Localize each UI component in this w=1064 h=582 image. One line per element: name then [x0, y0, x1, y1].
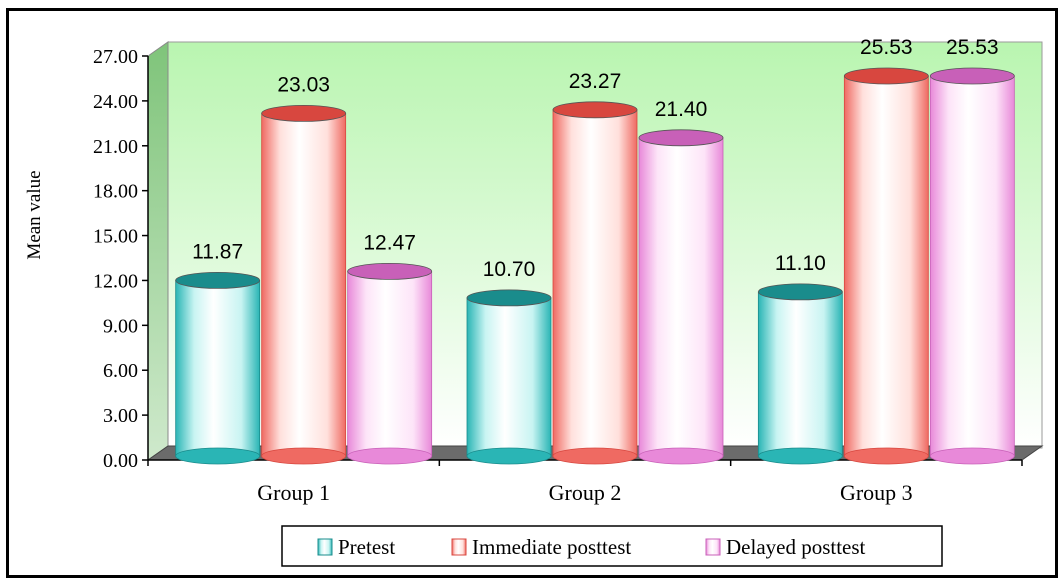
- x-tick-label: Group 1: [257, 480, 330, 505]
- bar-base: [757, 447, 843, 465]
- y-tick-label: 3.00: [103, 405, 138, 427]
- legend-label: Pretest: [338, 535, 395, 559]
- y-tick-label: 18.00: [93, 181, 138, 203]
- bar: [466, 297, 552, 457]
- bar-top: [261, 105, 347, 122]
- bar-base: [261, 447, 347, 465]
- bar: [347, 271, 433, 457]
- data-label: 21.40: [655, 98, 708, 121]
- axes: 0.00 3.00 6.00 9.00 12.00 15.00 18.00 21.00 24.0…: [24, 46, 1023, 505]
- bar: [843, 75, 929, 457]
- legend-label: Delayed posttest: [726, 535, 866, 559]
- y-tick-label: 15.00: [93, 226, 138, 248]
- legend-swatch: [705, 538, 721, 556]
- bar-base: [638, 447, 724, 465]
- bar-top: [552, 101, 638, 119]
- data-label: 25.53: [946, 36, 999, 59]
- data-label: 23.03: [277, 73, 330, 96]
- bar-top: [929, 67, 1015, 85]
- legend-swatch: [317, 538, 333, 556]
- y-tick-label: 24.00: [93, 91, 138, 113]
- y-tick-label: 9.00: [103, 315, 138, 337]
- x-tick-label: Group 2: [549, 480, 622, 505]
- y-tick-label: 6.00: [103, 360, 138, 382]
- bar: [757, 291, 843, 457]
- y-tick-label: 27.00: [93, 46, 138, 68]
- y-tick-label: 12.00: [93, 270, 138, 292]
- x-tick-label: Group 3: [840, 480, 913, 505]
- data-label: 11.10: [775, 252, 826, 275]
- bar-base: [843, 447, 929, 465]
- bar: [175, 279, 261, 457]
- bar: [261, 113, 347, 457]
- data-labels-layer: 11.87 23.03 12.47 10.70 23.27 21.40 11.10 25.53…: [192, 36, 998, 281]
- y-tick-label: 0.00: [103, 450, 138, 472]
- data-label: 11.87: [192, 240, 243, 263]
- legend-label: Immediate posttest: [472, 535, 631, 559]
- legend-box: [281, 525, 943, 567]
- data-label: 10.70: [483, 258, 536, 281]
- data-label: 25.53: [860, 36, 913, 59]
- y-tick-label: 21.00: [93, 136, 138, 158]
- legend: Pretest Immediate posttest Delayed posttes…: [281, 525, 943, 567]
- bar: [929, 75, 1015, 457]
- bar: [552, 109, 638, 457]
- bar-top: [757, 283, 843, 301]
- bar-top: [175, 271, 261, 289]
- bar-base: [929, 447, 1015, 465]
- bar-base: [552, 447, 638, 465]
- bar-base: [466, 447, 552, 465]
- legend-swatch: [451, 538, 467, 556]
- bar-top: [638, 129, 724, 147]
- y-axis-label: Mean value: [24, 170, 45, 259]
- bar-top: [347, 263, 433, 280]
- plot-side-wall: [147, 41, 169, 461]
- bar-base: [347, 447, 433, 465]
- data-label: 23.27: [569, 70, 622, 93]
- bar-base: [175, 447, 261, 465]
- data-label: 12.47: [363, 231, 416, 254]
- bar-top: [843, 67, 929, 85]
- bar: [638, 137, 724, 457]
- bar-top: [466, 289, 552, 307]
- bars-layer: [175, 67, 1015, 465]
